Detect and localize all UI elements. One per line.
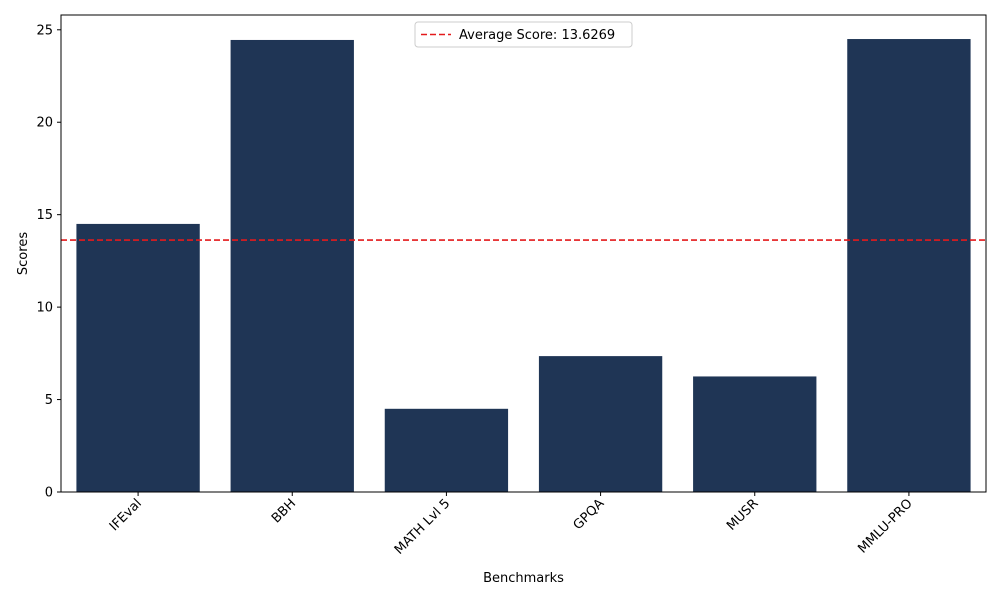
y-tick-label: 15 (36, 208, 53, 223)
bar-math-lvl-5 (384, 408, 509, 492)
x-axis-title: Benchmarks (483, 571, 564, 586)
bar-gpqa (538, 356, 663, 492)
legend-label: Average Score: 13.6269 (459, 28, 615, 43)
legend: Average Score: 13.6269 (414, 21, 633, 48)
x-tick-label: MUSR (724, 496, 761, 533)
y-tick-label: 0 (45, 486, 53, 501)
bar-bbh (230, 39, 354, 493)
y-tick-label: 25 (36, 23, 53, 38)
x-axis: IFEval BBH MATH Lvl 5 GPQA MUSR MMLU-PRO (107, 492, 916, 558)
y-axis-title: Scores (16, 232, 31, 275)
bar-musr (693, 376, 817, 492)
legend-box (414, 21, 633, 48)
bar-ifeval (76, 223, 200, 492)
y-tick-label: 5 (45, 393, 53, 408)
y-axis: 0 5 10 15 20 25 (36, 23, 61, 501)
plot-frame (60, 14, 987, 493)
x-tick-label: IFEval (107, 496, 145, 534)
x-tick-label: MATH Lvl 5 (392, 496, 453, 557)
bars-group (76, 39, 971, 493)
x-tick-label: GPQA (571, 496, 608, 533)
y-tick-label: 20 (36, 116, 53, 131)
x-tick-label: BBH (269, 496, 299, 526)
y-tick-label: 10 (36, 301, 53, 316)
bar-mmlu-pro (847, 39, 971, 493)
x-tick-label: MMLU-PRO (855, 496, 915, 556)
